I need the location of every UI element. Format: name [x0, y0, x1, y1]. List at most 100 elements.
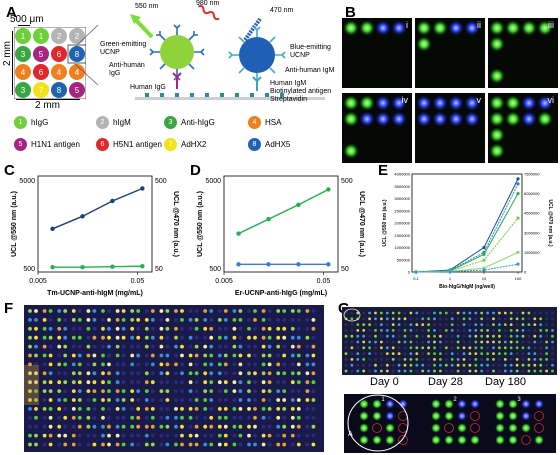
y-right-tick-label: 0: [524, 270, 527, 275]
array-spot: [188, 309, 193, 313]
g-array-spot: [397, 340, 401, 344]
array-spot: [63, 398, 68, 402]
array-spot: [165, 371, 170, 376]
g-array-spot: [533, 352, 537, 355]
array-spot: [276, 398, 281, 402]
g-array-spot: [515, 317, 519, 321]
array-spot: [194, 371, 199, 376]
g-array-spot: [486, 363, 489, 367]
g-array-spot: [409, 352, 413, 355]
array-spot: [188, 398, 193, 402]
array-spot: [209, 415, 214, 420]
array-spot: [77, 335, 82, 340]
array-spot: [217, 380, 222, 385]
array-spot: [296, 344, 301, 349]
data-point: [326, 262, 331, 267]
array-spot: [115, 415, 120, 420]
array-spot: [247, 389, 251, 393]
array-spot: [42, 389, 47, 393]
array-spot: [42, 326, 47, 331]
chart-e: 0.1 1 10 1000500000100000015000002000000250…: [382, 172, 553, 291]
array-spot: [71, 407, 76, 411]
array-spot: [63, 318, 68, 322]
array-spot: [159, 415, 164, 420]
g-fluor-spot: [495, 411, 505, 421]
array-spot: [238, 335, 243, 340]
array-spot: [136, 398, 141, 402]
g-array-spot: [380, 311, 383, 315]
g-array-spot: [450, 311, 454, 315]
array-spot: [267, 398, 272, 402]
array-spot: [217, 335, 222, 340]
data-point: [50, 226, 55, 231]
g-array-spot: [545, 358, 548, 361]
array-spot: [290, 326, 295, 331]
g-array-spot: [356, 363, 360, 367]
legend-text: AdHX2: [181, 140, 207, 149]
g-array-spot: [486, 346, 489, 350]
g-array-spot: [415, 363, 419, 367]
g-fluor-spot: [444, 411, 454, 421]
legend-text: H1N1 antigen: [31, 140, 80, 149]
g-array-spot: [521, 311, 525, 315]
g-array-spot: [462, 369, 466, 373]
g-array-spot: [551, 369, 554, 373]
g-array-spot: [521, 323, 525, 326]
array-spot: [217, 362, 222, 367]
array-spot: [165, 415, 170, 420]
array-spot: [209, 335, 214, 340]
b-subpanel-label: iii: [548, 20, 554, 30]
g-fluor-spot: [444, 399, 454, 409]
array-spot: [180, 309, 184, 313]
array-spot: [188, 335, 193, 340]
array-spot: [115, 335, 120, 340]
array-spot: [296, 389, 301, 393]
array-spot: [276, 415, 281, 420]
plot-frame: [411, 173, 523, 273]
array-spot: [48, 326, 53, 331]
array-spot: [209, 362, 214, 367]
g-array-spot: [480, 346, 484, 350]
g-array-spot: [391, 329, 395, 332]
array-spot: [28, 344, 32, 349]
g-array-spot: [468, 323, 472, 326]
array-spot: [238, 326, 243, 331]
array-spot: [305, 433, 310, 438]
x-tick-label: 1: [449, 276, 452, 281]
array-spot: [261, 335, 266, 340]
array-spot: [159, 398, 164, 402]
g-array-spot: [551, 323, 554, 326]
array-spot: [180, 415, 184, 420]
array-spot: [188, 442, 193, 447]
array-spot: [28, 442, 32, 447]
g-array-spot: [380, 317, 383, 321]
array-spot: [282, 424, 287, 429]
g-array-spot: [515, 363, 519, 367]
array-spot: [217, 442, 222, 447]
g-array-spot: [368, 311, 371, 315]
g-array-spot: [356, 311, 360, 315]
array-spot: [174, 371, 178, 376]
label-anti-igm: Anti-human IgM: [285, 67, 335, 74]
g-array-spot: [492, 358, 495, 361]
g-array-spot: [474, 329, 478, 332]
array-spot: [48, 344, 53, 349]
array-spot: [48, 380, 53, 385]
fluor-spot: [416, 95, 432, 111]
array-spot: [305, 326, 310, 331]
array-spot: [63, 353, 68, 358]
array-spot: [232, 407, 237, 411]
y-left-tick-label: 500: [209, 266, 221, 273]
g-array-spot: [450, 363, 454, 367]
g-array-spot: [362, 352, 366, 355]
g-fluor-spot: [457, 423, 467, 433]
array-spot: [282, 389, 287, 393]
array-spot: [101, 353, 105, 358]
g-array-spot: [368, 369, 371, 373]
array-spot: [92, 362, 97, 367]
array-spot: [28, 407, 32, 411]
array-spot: [77, 433, 82, 438]
array-spot: [311, 335, 316, 340]
g-array-spot: [374, 346, 377, 350]
array-spot: [174, 353, 178, 358]
